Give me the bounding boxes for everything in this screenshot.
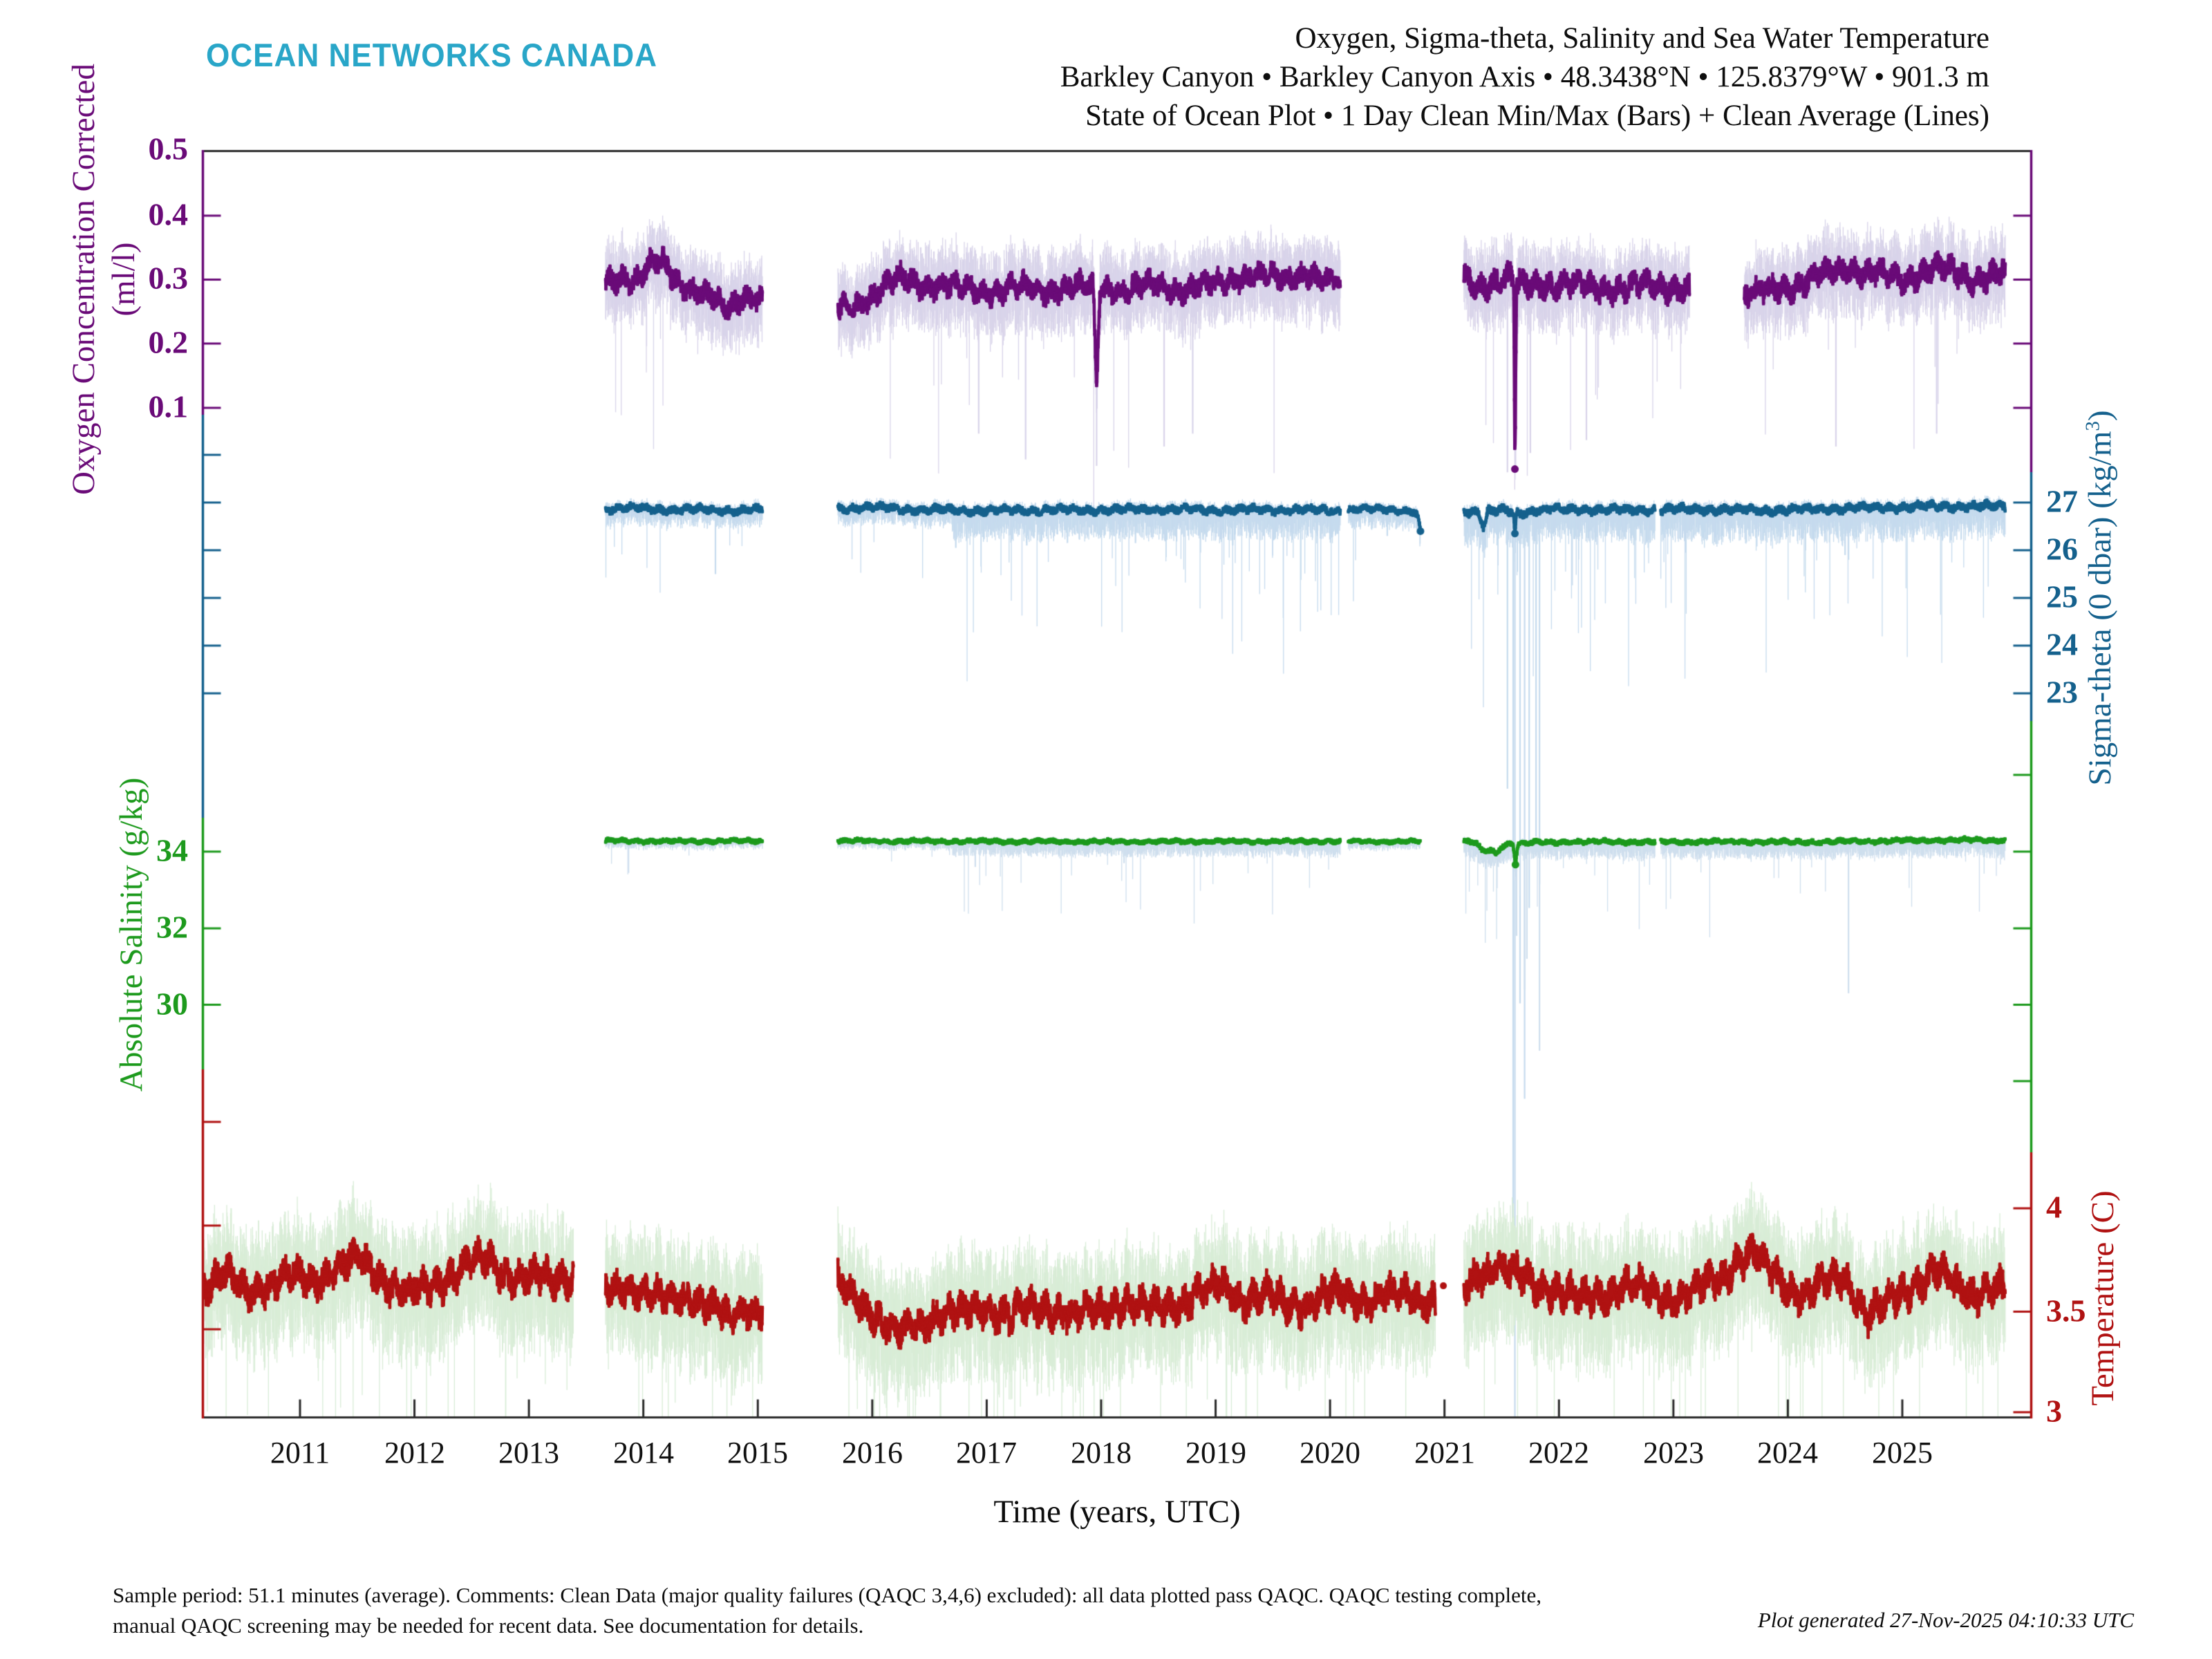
sigma-axis-label: Sigma-theta (0 dbar) (kg/m3) xyxy=(2081,410,2119,785)
title-block: Oxygen, Sigma-theta, Salinity and Sea Wa… xyxy=(1060,19,1989,135)
oxygen-tick-0.4: 0.4 xyxy=(148,196,189,232)
year-tick-2025: 2025 xyxy=(1872,1436,1933,1470)
year-tick-2014: 2014 xyxy=(613,1436,674,1470)
oxygen-axis-label-line2: (ml/l) xyxy=(106,242,142,317)
sigma-axis-label-close: ) xyxy=(2082,410,2118,422)
temp-tick-3.5: 3.5 xyxy=(2046,1293,2086,1329)
temp-tick-4: 4 xyxy=(2046,1189,2062,1225)
footnote-line1: Sample period: 51.1 minutes (average). C… xyxy=(113,1583,1542,1607)
year-tick-2011: 2011 xyxy=(270,1436,330,1470)
generated-timestamp: Plot generated 27-Nov-2025 04:10:33 UTC xyxy=(1757,1608,2134,1632)
temp-tick-3: 3 xyxy=(2046,1393,2062,1429)
plot-subtitle-location: Barkley Canyon • Barkley Canyon Axis • 4… xyxy=(1060,61,1989,93)
sigma-tick-25: 25 xyxy=(2046,579,2078,615)
plot-subtitle-type: State of Ocean Plot • 1 Day Clean Min/Ma… xyxy=(1085,100,1989,132)
oxygen-tick-0.1: 0.1 xyxy=(148,388,189,424)
year-tick-2018: 2018 xyxy=(1071,1436,1132,1470)
x-axis-label: Time (years, UTC) xyxy=(993,1494,1241,1530)
footnote: Sample period: 51.1 minutes (average). C… xyxy=(113,1580,1541,1641)
sigma-axis-label-main: Sigma-theta (0 dbar) (kg/m xyxy=(2082,431,2118,786)
onc-logo: OCEAN NETWORKS CANADA xyxy=(206,37,657,73)
oxygen-axis-label-line1: Oxygen Concentration Corrected xyxy=(66,64,102,495)
oxygen-tick-0.5: 0.5 xyxy=(148,131,189,167)
temp-axis-label: Temperature (C) xyxy=(2085,1190,2121,1406)
year-tick-2013: 2013 xyxy=(498,1436,559,1470)
oxygen-axis-label: Oxygen Concentration Corrected (ml/l) xyxy=(64,64,144,495)
year-tick-2021: 2021 xyxy=(1414,1436,1475,1470)
sigma-tick-27: 27 xyxy=(2046,483,2078,519)
oxygen-tick-0.3: 0.3 xyxy=(148,260,189,296)
year-tick-2015: 2015 xyxy=(727,1436,788,1470)
salinity-axis-label: Absolute Salinity (g/kg) xyxy=(113,777,149,1092)
year-tick-2012: 2012 xyxy=(384,1436,445,1470)
sigma-axis-label-sup: 3 xyxy=(2081,421,2104,431)
sigma-tick-24: 24 xyxy=(2046,626,2078,662)
sigma-tick-26: 26 xyxy=(2046,531,2078,567)
year-tick-2024: 2024 xyxy=(1757,1436,1818,1470)
year-tick-2017: 2017 xyxy=(956,1436,1017,1470)
salinity-tick-34: 34 xyxy=(156,832,188,868)
salinity-tick-32: 32 xyxy=(156,909,188,945)
footnote-line2: manual QAQC screening may be needed for … xyxy=(113,1613,864,1638)
year-tick-2019: 2019 xyxy=(1185,1436,1246,1470)
year-tick-2023: 2023 xyxy=(1643,1436,1704,1470)
sigma-tick-23: 23 xyxy=(2046,674,2078,710)
year-tick-2016: 2016 xyxy=(842,1436,903,1470)
salinity-tick-30: 30 xyxy=(156,986,188,1022)
year-tick-2020: 2020 xyxy=(1300,1436,1360,1470)
oxygen-tick-0.2: 0.2 xyxy=(148,324,189,360)
year-tick-2022: 2022 xyxy=(1528,1436,1589,1470)
plot-title: Oxygen, Sigma-theta, Salinity and Sea Wa… xyxy=(1295,22,1989,55)
